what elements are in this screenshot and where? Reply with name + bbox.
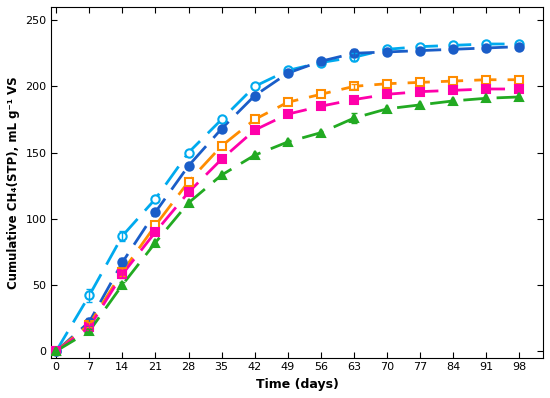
X-axis label: Time (days): Time (days) — [256, 378, 339, 391]
Y-axis label: Cumulative CH₄(STP), mL g⁻¹ VS: Cumulative CH₄(STP), mL g⁻¹ VS — [7, 76, 20, 289]
